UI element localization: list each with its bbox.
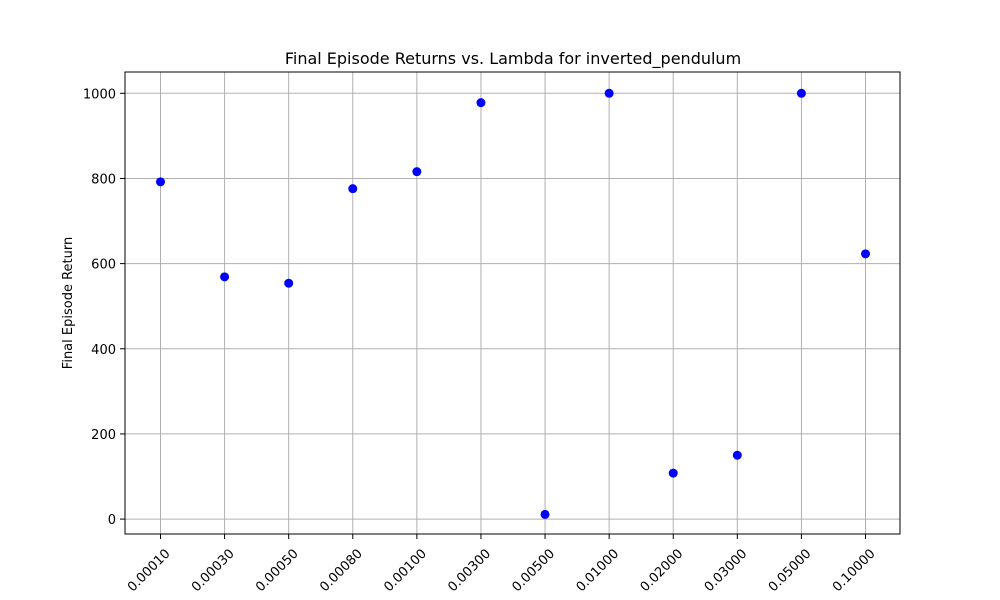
data-point (220, 272, 230, 282)
y-tick-label: 600 (91, 258, 116, 273)
y-axis-label: Final Episode Return (61, 237, 76, 369)
data-point (668, 468, 678, 478)
data-point (348, 184, 358, 194)
x-tick-label: 0.01000 (574, 546, 623, 595)
x-tick-label: 0.02000 (638, 546, 687, 595)
x-tick-label: 0.00300 (445, 546, 494, 595)
x-tick-label: 0.05000 (766, 546, 815, 595)
x-tick-label: 0.10000 (830, 546, 879, 595)
x-tick-label: 0.00030 (189, 546, 238, 595)
data-point (540, 509, 550, 519)
x-tick-label: 0.03000 (702, 546, 751, 595)
data-points (156, 88, 870, 519)
chart-title: Final Episode Returns vs. Lambda for inv… (285, 49, 741, 69)
grid-lines (125, 72, 900, 534)
plot-area-frame (124, 71, 901, 535)
data-point (156, 177, 165, 187)
y-tick-label: 1000 (83, 87, 116, 102)
data-point (284, 278, 294, 288)
data-point (861, 249, 870, 259)
data-point (796, 88, 806, 98)
x-tick-label: 0.00080 (317, 546, 366, 595)
y-axis-ticks: 0 200 400 600 800 1000 (83, 87, 125, 528)
x-axis-ticks: 0.00010 0.00030 0.00050 0.00080 0.00100 0.003… (125, 534, 879, 595)
data-point (732, 450, 742, 460)
x-tick-label: 0.00500 (509, 546, 558, 595)
x-tick-label: 0.00050 (253, 546, 302, 595)
data-point (412, 167, 422, 177)
y-tick-label: 200 (91, 428, 116, 443)
y-tick-label: 800 (91, 172, 116, 187)
data-point (604, 88, 614, 98)
x-tick-label: 0.00100 (381, 546, 430, 595)
y-tick-label: 400 (91, 343, 116, 358)
y-tick-label: 0 (108, 513, 116, 528)
x-tick-label: 0.00010 (125, 546, 174, 595)
data-point (476, 98, 486, 108)
